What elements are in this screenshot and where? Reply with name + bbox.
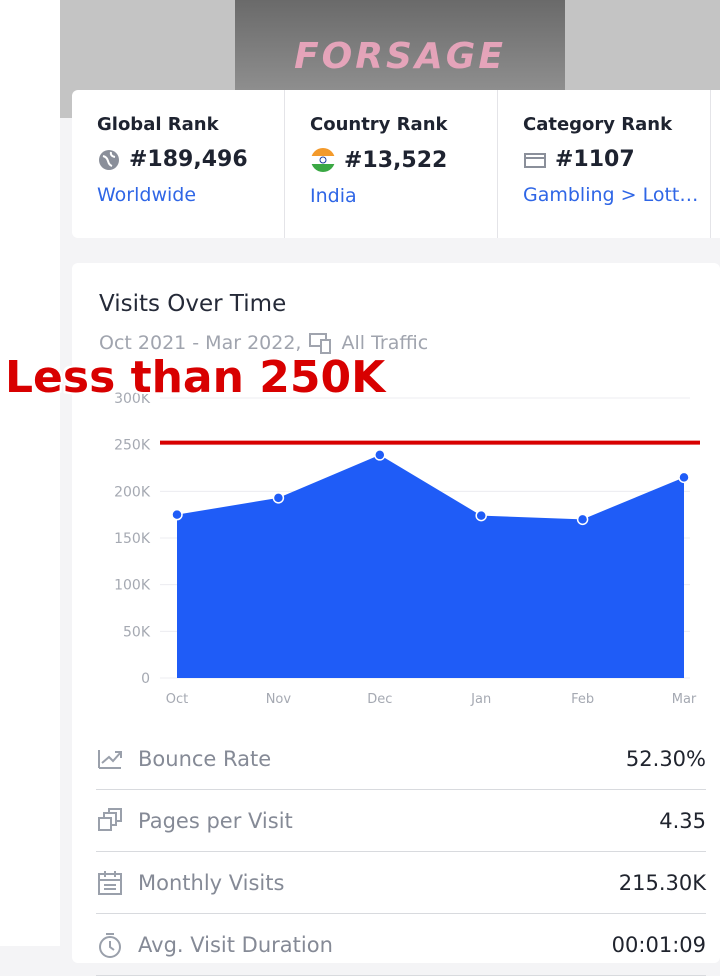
- metric-row: Avg. Visit Duration 00:01:09: [96, 914, 706, 976]
- metric-icon: [98, 807, 122, 831]
- rank-title: Category Rank: [523, 114, 673, 135]
- metric-row: Monthly Visits 215.30K: [96, 852, 706, 914]
- category-icon: [524, 152, 546, 168]
- point: [678, 471, 690, 484]
- metric-label: Monthly Visits: [138, 870, 285, 895]
- metric-value: 00:01:09: [611, 932, 706, 957]
- rank-title: Global Rank: [97, 114, 219, 135]
- date-range: Oct 2021 - Mar 2022,: [99, 332, 302, 354]
- rank: Country Rank #13,522 India: [285, 90, 498, 238]
- rank-title: Country Rank: [310, 114, 448, 135]
- chart-title: Visits Over Time: [99, 291, 287, 317]
- y-tick-label: 250K: [114, 438, 151, 454]
- point: [171, 508, 183, 521]
- rank: Category Rank #1107 Gambling > Lotteries: [498, 90, 711, 238]
- metric-label: Avg. Visit Duration: [138, 932, 333, 957]
- point: [576, 513, 589, 526]
- point: [374, 449, 386, 461]
- metric-icon: [98, 870, 122, 895]
- rank-number: #13,522: [344, 147, 448, 173]
- y-tick-label: 200K: [114, 484, 151, 500]
- sidebar: [0, 0, 60, 946]
- chart: 0 50K 100K 150K 200K 250K 300K Oct Nov Dec Jan Feb M…: [114, 391, 700, 707]
- x-tick-label: Dec: [367, 692, 392, 707]
- metric-value: 215.30K: [618, 870, 706, 895]
- metric-row: Bounce Rate 52.30%: [96, 728, 706, 790]
- rank: Global Rank #189,496 Worldwide: [72, 90, 285, 238]
- rank-number: #189,496: [129, 147, 248, 172]
- point: [272, 492, 285, 504]
- metric-label: Pages per Visit: [138, 808, 293, 833]
- y-tick-label: 300K: [114, 391, 151, 407]
- metric-value: 4.35: [659, 808, 706, 833]
- flag-icon: [311, 148, 335, 172]
- rank-value: #189,496: [97, 147, 284, 172]
- x-tick-label: Oct: [166, 692, 188, 707]
- globe-icon: [99, 149, 119, 170]
- y-tick-label: 100K: [114, 578, 151, 594]
- rank-value: #1107: [523, 147, 710, 172]
- rank-value: #13,522: [310, 147, 497, 173]
- chart-subtitle: Oct 2021 - Mar 2022, All Traffic: [99, 332, 428, 354]
- x-tick-label: Mar: [672, 692, 697, 707]
- logo-text: FORSAGE: [294, 35, 506, 77]
- rank-number: #1107: [555, 147, 635, 172]
- metric-icon: [99, 932, 121, 958]
- x-tick-label: Feb: [571, 692, 594, 707]
- y-tick-label: 50K: [123, 624, 151, 640]
- metric-label: Bounce Rate: [138, 746, 272, 771]
- y-tick-label: 0: [141, 671, 150, 687]
- rank-card: Global Rank #189,496 Worldwide Country R…: [72, 90, 720, 238]
- area: [177, 454, 684, 678]
- metric-icon: [98, 749, 122, 769]
- point: [475, 509, 487, 522]
- device-icon: [309, 333, 332, 354]
- metric-row: Pages per Visit 4.35: [96, 790, 706, 852]
- traffic-type: All Traffic: [341, 332, 429, 354]
- logo: FORSAGE: [235, 0, 565, 90]
- y-tick-label: 150K: [114, 531, 151, 547]
- annotation: Less than 250K: [5, 352, 386, 403]
- x-tick-label: Jan: [470, 692, 491, 707]
- x-tick-label: Nov: [266, 692, 292, 707]
- metric-value: 52.30%: [625, 746, 706, 771]
